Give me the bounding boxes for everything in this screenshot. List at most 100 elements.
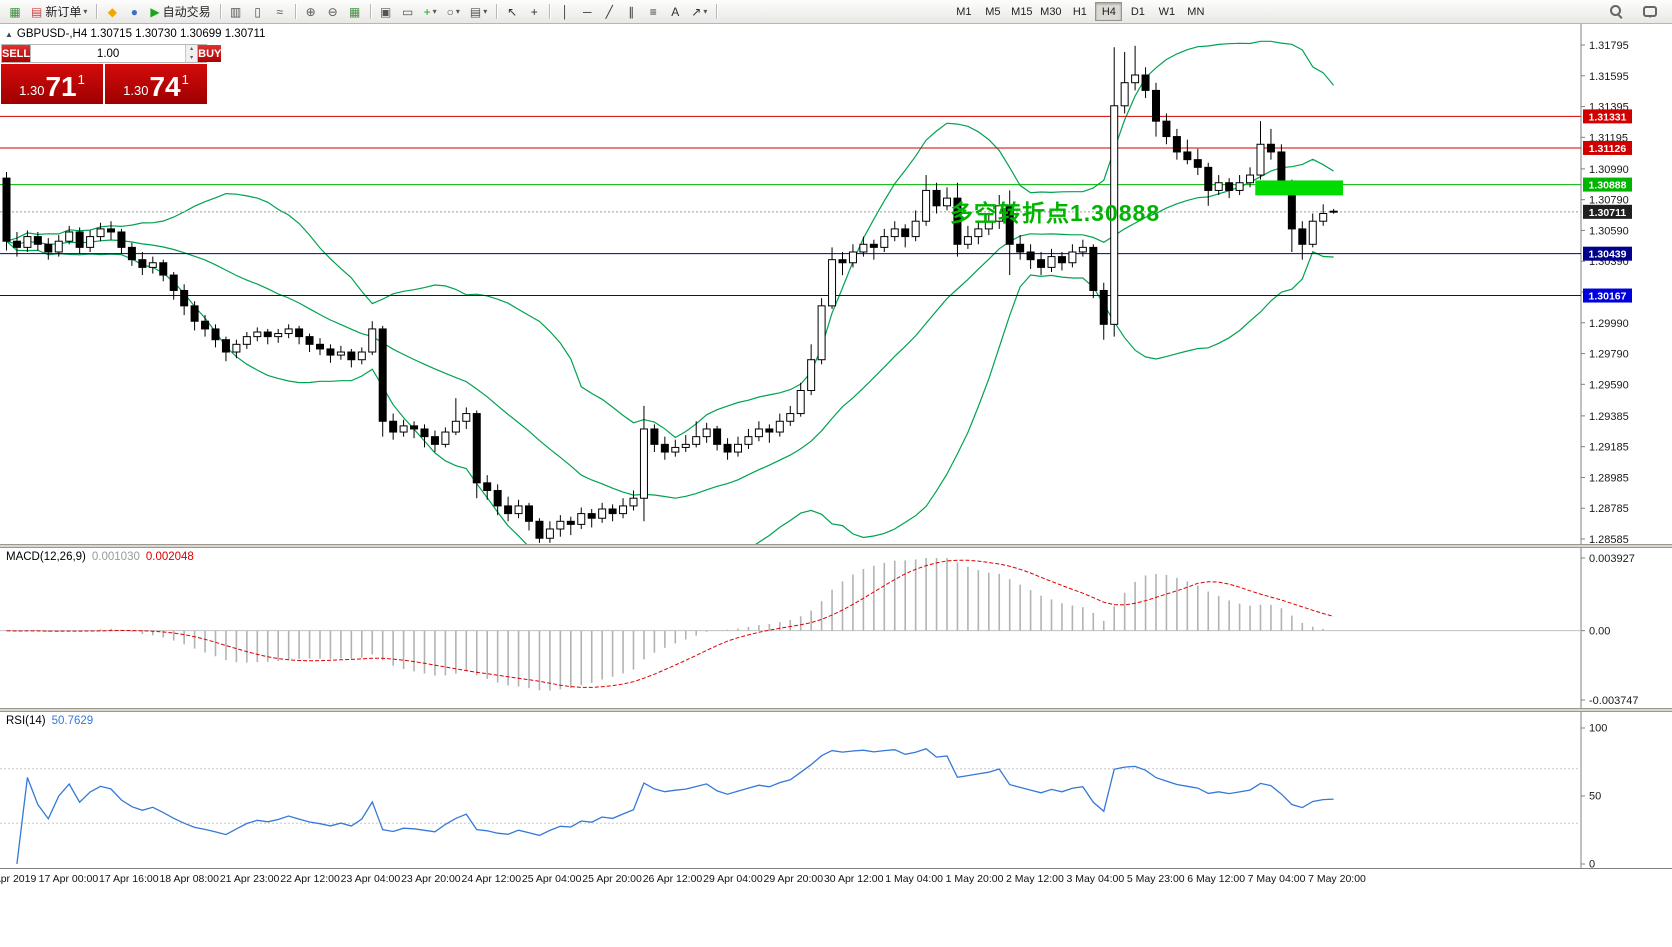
- cursor-button[interactable]: ↖: [502, 2, 522, 22]
- text-button[interactable]: A: [665, 2, 685, 22]
- svg-text:1.30439: 1.30439: [1589, 249, 1627, 261]
- channel-button[interactable]: ∥: [621, 2, 641, 22]
- highlight-rectangle[interactable]: [1255, 180, 1344, 196]
- bollinger-lower-band: [6, 240, 1334, 544]
- time-label: 18 Apr 08:00: [159, 873, 219, 885]
- tile-horizontal-icon: ▭: [401, 4, 414, 19]
- zoom-out-button[interactable]: ⊖: [323, 2, 343, 22]
- crosshair-icon: +: [530, 4, 538, 19]
- text-icon: A: [671, 4, 680, 19]
- candlestick-chart-button[interactable]: ▯: [248, 2, 268, 22]
- timeframe-m30[interactable]: M30: [1040, 5, 1062, 18]
- chat-button[interactable]: [1639, 2, 1661, 22]
- buy-price-sup: 1: [181, 72, 189, 87]
- sell-button[interactable]: SELL: [2, 45, 31, 62]
- svg-text:0.00: 0.00: [1589, 626, 1610, 638]
- time-label: 25 Apr 04:00: [521, 873, 582, 885]
- tile-windows-button[interactable]: ▦: [345, 2, 365, 22]
- templates-button[interactable]: ▤ ▾: [466, 2, 491, 22]
- magnifier-icon: [1610, 5, 1623, 18]
- time-label: 17 Apr 16:00: [99, 873, 159, 885]
- price-tag-1.30888: 1.30888: [1583, 177, 1632, 192]
- add-indicator-button[interactable]: + ▾: [420, 2, 441, 22]
- zoom-in-button[interactable]: ⊕: [301, 2, 321, 22]
- sell-price-button[interactable]: 1.30 71 1: [1, 64, 103, 104]
- time-label: 17 Apr 00:00: [38, 873, 99, 885]
- volume-input[interactable]: [31, 45, 186, 62]
- crosshair-button[interactable]: +: [524, 2, 544, 22]
- line-chart-button[interactable]: ≈: [270, 2, 290, 22]
- timeframe-m1[interactable]: M1: [956, 5, 972, 18]
- svg-text:1.30167: 1.30167: [1589, 291, 1627, 303]
- timeframe-m5[interactable]: M5: [985, 5, 1001, 18]
- add-indicator-icon: +: [423, 4, 431, 19]
- horizontal-line-button[interactable]: ─: [577, 2, 597, 22]
- autotrading-button[interactable]: ▶ 自动交易: [146, 2, 214, 22]
- panel-separator[interactable]: [0, 708, 1672, 712]
- buy-price-button[interactable]: 1.30 74 1: [105, 64, 207, 104]
- toolbar-separator: [219, 4, 221, 19]
- timeframe-w1[interactable]: W1: [1158, 5, 1176, 18]
- sell-price-big: 71: [45, 71, 77, 103]
- price-chart-canvas[interactable]: 1.317951.315951.313951.311951.309901.307…: [0, 24, 1672, 544]
- tile-horizontal-button[interactable]: ▭: [398, 2, 418, 22]
- svg-text:1.28785: 1.28785: [1589, 503, 1629, 515]
- line-chart-icon: ≈: [276, 4, 283, 19]
- community-button[interactable]: ●: [124, 2, 144, 22]
- svg-text:1.31126: 1.31126: [1589, 143, 1627, 155]
- timeframe-h4[interactable]: H4: [1095, 2, 1123, 21]
- cascade-windows-button[interactable]: ▣: [376, 2, 396, 22]
- bar-chart-button[interactable]: ▥: [226, 2, 246, 22]
- toolbar-separator: [369, 4, 371, 19]
- periods-button[interactable]: ○ ▾: [443, 2, 464, 22]
- svg-text:1.30888: 1.30888: [1589, 180, 1627, 192]
- timeframe-m15[interactable]: M15: [1011, 5, 1033, 18]
- svg-text:1.31331: 1.31331: [1589, 111, 1627, 123]
- dropdown-caret-icon: ▾: [432, 7, 437, 16]
- one-click-toggle-icon[interactable]: ▲: [5, 29, 13, 39]
- arrow-icon: ↗: [691, 4, 702, 19]
- macd-main-value: 0.001030: [91, 551, 140, 563]
- zoom-in-icon: ⊕: [305, 4, 316, 19]
- macd-canvas[interactable]: 0.003927 0.00 -0.003747: [0, 548, 1672, 708]
- dropdown-caret-icon: ▾: [703, 7, 708, 16]
- cursor-icon: ↖: [507, 4, 518, 19]
- svg-text:1.31795: 1.31795: [1589, 40, 1629, 52]
- time-label: 21 Apr 23:00: [219, 873, 280, 885]
- panel-separator[interactable]: [0, 544, 1672, 548]
- timeframe-h1[interactable]: H1: [1072, 5, 1087, 18]
- svg-text:1.31595: 1.31595: [1589, 71, 1629, 83]
- candlestick-chart-icon: ▯: [254, 4, 261, 19]
- volume-down-icon[interactable]: ▾: [186, 53, 198, 62]
- rsi-name: RSI(14): [6, 715, 46, 727]
- timeframe-d1[interactable]: D1: [1130, 5, 1145, 18]
- toolbar-separator: [496, 4, 498, 19]
- rsi-value: 50.7629: [51, 715, 94, 727]
- svg-text:0: 0: [1589, 859, 1595, 869]
- channel-icon: ∥: [628, 4, 635, 19]
- rsi-line: [16, 747, 1334, 865]
- new-chart-button[interactable]: ▦: [5, 2, 25, 22]
- market-button[interactable]: ◆: [102, 2, 122, 22]
- chart-annotation-text: 多空转折点1.30888: [950, 200, 1161, 226]
- new-order-button[interactable]: ▤ 新订单 ▾: [27, 2, 91, 22]
- price-tag-1.31331: 1.31331: [1583, 109, 1632, 124]
- time-label: 26 Apr 12:00: [642, 873, 703, 885]
- buy-button[interactable]: BUY: [198, 45, 222, 62]
- trendline-button[interactable]: ╱: [599, 2, 619, 22]
- svg-text:1.28985: 1.28985: [1589, 472, 1629, 484]
- svg-text:1.30990: 1.30990: [1589, 164, 1629, 176]
- time-label: 3 May 04:00: [1066, 873, 1125, 885]
- price-tag-1.30167: 1.30167: [1583, 288, 1632, 303]
- fibonacci-button[interactable]: ≡: [643, 2, 663, 22]
- svg-text:1.30590: 1.30590: [1589, 225, 1629, 237]
- vertical-line-button[interactable]: │: [555, 2, 575, 22]
- rsi-canvas[interactable]: 100 50 0: [0, 712, 1672, 868]
- svg-text:1.29185: 1.29185: [1589, 442, 1629, 454]
- search-button[interactable]: [1606, 2, 1627, 22]
- timeframe-mn[interactable]: MN: [1187, 5, 1205, 18]
- volume-up-icon[interactable]: ▴: [186, 45, 198, 54]
- arrows-button[interactable]: ↗ ▾: [687, 2, 711, 22]
